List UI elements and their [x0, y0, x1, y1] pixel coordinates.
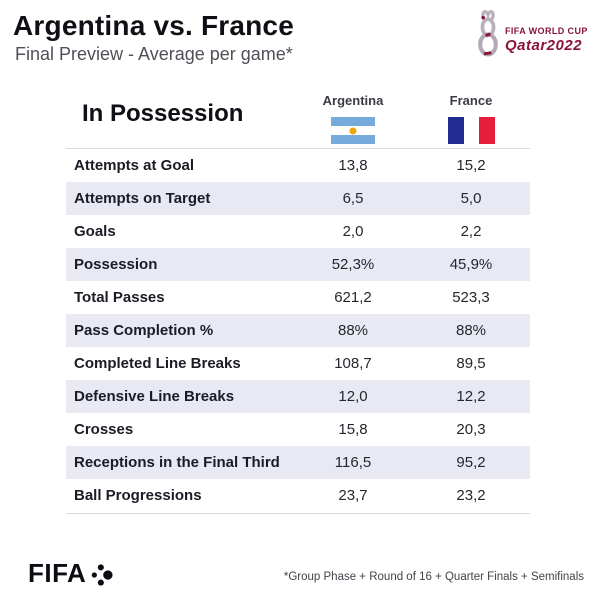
page-subtitle: Final Preview - Average per game*: [15, 44, 293, 64]
france-value: 20,3: [456, 421, 486, 438]
stat-label: Attempts on Target: [74, 190, 211, 207]
france-flag: [448, 117, 495, 144]
france-flag-blue-stripe: [448, 117, 464, 144]
column-header-france: France: [449, 93, 493, 108]
france-flag-red-stripe: [479, 117, 495, 144]
stat-label: Defensive Line Breaks: [74, 388, 235, 405]
argentina-flag-sun-icon: [349, 127, 357, 134]
france-value: 89,5: [456, 355, 486, 372]
stats-table-body: Attempts at Goal 13,8 15,2 Attempts on T…: [66, 149, 530, 512]
argentina-value: 12,0: [338, 388, 368, 405]
stat-label: Possession: [74, 256, 158, 273]
argentina-value: 52,3%: [331, 256, 375, 273]
table-row: Crosses 15,8 20,3: [66, 413, 530, 446]
stat-label: Total Passes: [74, 289, 165, 306]
france-value: 12,2: [456, 388, 486, 405]
world-cup-wordmark: FIFA WORLD CUP Qatar2022: [505, 8, 588, 54]
table-row: Ball Progressions 23,7 23,2: [66, 479, 530, 512]
argentina-value: 23,7: [338, 487, 368, 504]
argentina-value: 88%: [337, 322, 369, 339]
argentina-value: 108,7: [334, 355, 372, 372]
page-title: Argentina vs. France: [13, 10, 294, 41]
fifa-plus-dots-icon: [92, 564, 113, 586]
france-value: 15,2: [456, 157, 486, 174]
qatar-2022-emblem-icon: [478, 10, 498, 57]
argentina-value: 2,0: [342, 223, 364, 240]
argentina-value: 621,2: [334, 289, 372, 306]
stat-label: Crosses: [74, 421, 134, 438]
france-value: 2,2: [460, 223, 482, 240]
fifa-plus-logo: FIFA: [28, 558, 116, 589]
argentina-value: 6,5: [342, 190, 364, 207]
argentina-flag-middle-stripe: [331, 126, 375, 135]
table-row: Completed Line Breaks 108,7 89,5: [66, 347, 530, 380]
france-value: 45,9%: [449, 256, 493, 273]
france-value: 88%: [455, 322, 487, 339]
france-value: 95,2: [456, 454, 486, 471]
france-value: 5,0: [460, 190, 482, 207]
argentina-flag: [331, 117, 375, 144]
argentina-flag-bottom-stripe: [331, 135, 375, 144]
section-title: In Possession: [82, 100, 244, 127]
france-flag-white-stripe: [464, 117, 479, 144]
table-row: Total Passes 621,2 523,3: [66, 281, 530, 314]
footnote: *Group Phase + Round of 16 + Quarter Fin…: [283, 571, 584, 583]
france-value: 23,2: [456, 487, 486, 504]
table-row: Defensive Line Breaks 12,0 12,2: [66, 380, 530, 413]
table-row: Goals 2,0 2,2: [66, 215, 530, 248]
stat-label: Ball Progressions: [74, 487, 202, 504]
world-cup-logo: FIFA WORLD CUP Qatar2022: [476, 8, 588, 60]
stat-label: Attempts at Goal: [74, 157, 195, 174]
stat-label: Pass Completion %: [74, 322, 214, 339]
wordmark-line2: Qatar2022: [505, 37, 583, 54]
stat-label: Receptions in the Final Third: [74, 454, 280, 471]
table-bottom-divider: [66, 513, 530, 514]
stat-label: Completed Line Breaks: [74, 355, 241, 372]
table-row: Attempts on Target 6,5 5,0: [66, 182, 530, 215]
table-row: Pass Completion % 88% 88%: [66, 314, 530, 347]
table-row: Receptions in the Final Third 116,5 95,2: [66, 446, 530, 479]
argentina-value: 116,5: [334, 454, 372, 471]
wordmark-line1: FIFA WORLD CUP: [505, 26, 588, 36]
argentina-value: 13,8: [338, 157, 368, 174]
stat-label: Goals: [74, 223, 116, 240]
argentina-flag-top-stripe: [331, 117, 375, 126]
fifa-wordmark: FIFA: [28, 558, 87, 588]
table-top-divider: [66, 148, 530, 149]
table-row: Possession 52,3% 45,9%: [66, 248, 530, 281]
argentina-value: 15,8: [338, 421, 368, 438]
column-header-argentina: Argentina: [322, 93, 384, 108]
france-value: 523,3: [452, 289, 490, 306]
table-row: Attempts at Goal 13,8 15,2: [66, 149, 530, 182]
